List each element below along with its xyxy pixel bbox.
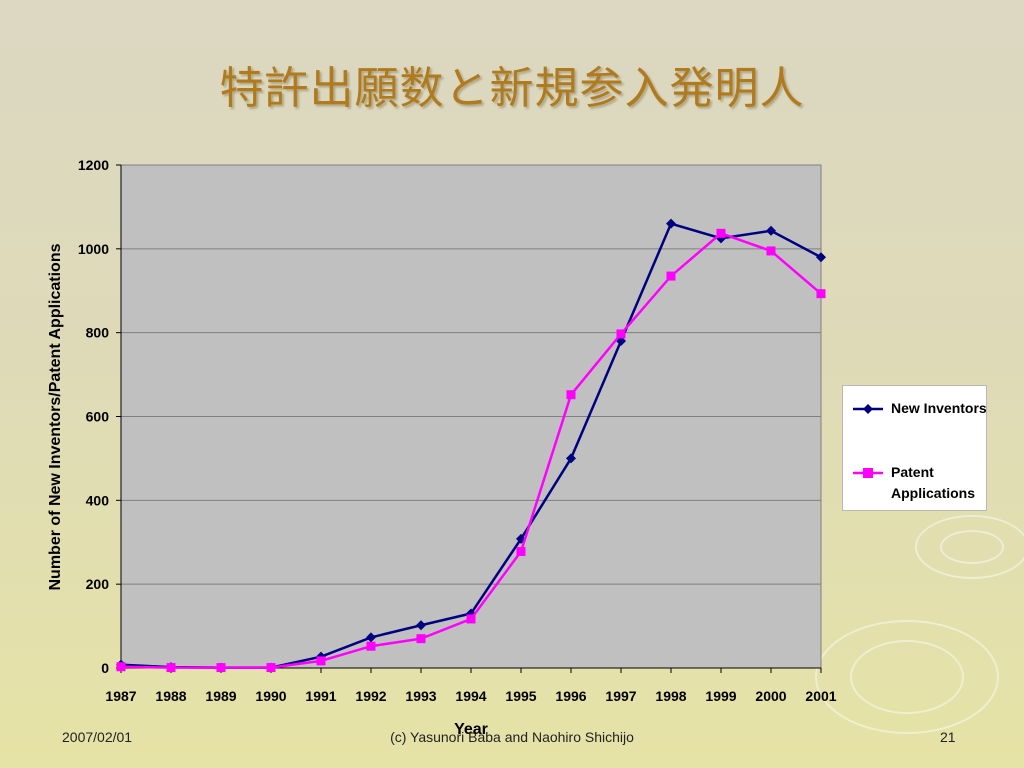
x-tick-label: 1991 [305, 688, 336, 704]
x-tick-label: 1996 [555, 688, 586, 704]
footer-copyright: (c) Yasunori Baba and Naohiro Shichijo [390, 729, 634, 745]
x-tick-label: 2001 [805, 688, 836, 704]
y-tick-label: 400 [86, 492, 110, 508]
data-point [716, 228, 726, 238]
gridlines [121, 164, 821, 585]
data-point [266, 663, 276, 673]
legend-label: New Inventors [891, 400, 987, 416]
data-point [466, 614, 476, 624]
y-tick-label: 0 [101, 660, 109, 676]
x-axis-label: Year [454, 721, 488, 738]
x-tick-labels: 1987 1988 1989 1990 1991 1992 1993 1994 1995 1996… [105, 668, 837, 704]
x-tick-label: 1999 [705, 688, 736, 704]
data-point [666, 218, 676, 229]
x-tick-label: 1989 [205, 688, 236, 704]
data-point [566, 453, 576, 464]
data-point [816, 252, 826, 263]
x-tick-label: 2000 [755, 688, 786, 704]
y-tick-labels: 0 200 400 600 800 1000 1200 [78, 157, 121, 676]
data-point [566, 390, 576, 400]
data-point [366, 632, 376, 643]
y-tick-label: 600 [86, 409, 110, 425]
data-point [316, 656, 326, 666]
data-point [166, 663, 176, 673]
y-tick-label: 1000 [78, 241, 109, 257]
x-tick-label: 1992 [355, 688, 386, 704]
data-point [366, 641, 376, 651]
data-point [766, 246, 776, 256]
series-layer [116, 218, 826, 673]
diamond-marker-icon [853, 404, 883, 414]
legend-label: Patent Applications [891, 464, 976, 501]
y-tick-label: 800 [86, 325, 110, 341]
data-point [216, 663, 226, 673]
y-tick-label: 200 [86, 576, 110, 592]
decorative-ripple [815, 620, 999, 734]
series-patent-applications [116, 228, 826, 673]
x-tick-label: 1988 [155, 688, 186, 704]
chart-legend: New Inventors Patent Applications [842, 385, 987, 511]
data-point [116, 662, 126, 672]
decorative-ripple [915, 515, 1024, 579]
data-point [816, 289, 826, 299]
square-marker-icon [853, 468, 883, 478]
x-tick-label: 1987 [105, 688, 136, 704]
x-tick-label: 1994 [455, 688, 486, 704]
data-point [416, 634, 426, 644]
x-tick-label: 1997 [605, 688, 636, 704]
y-axis-label: Number of New Inventors/Patent Applicati… [47, 243, 64, 590]
data-point [416, 620, 426, 631]
x-tick-label: 1993 [405, 688, 436, 704]
data-point [666, 271, 676, 281]
x-tick-label: 1995 [505, 688, 536, 704]
x-tick-label: 1990 [255, 688, 286, 704]
data-point [616, 329, 626, 339]
y-tick-label: 1200 [78, 157, 109, 173]
x-tick-label: 1998 [655, 688, 686, 704]
data-point [516, 546, 526, 556]
page-number: 21 [940, 729, 956, 745]
footer-date: 2007/02/01 [62, 729, 133, 745]
data-point [766, 225, 776, 236]
slide-title: 特許出願数と新規参入発明人 [219, 63, 805, 114]
